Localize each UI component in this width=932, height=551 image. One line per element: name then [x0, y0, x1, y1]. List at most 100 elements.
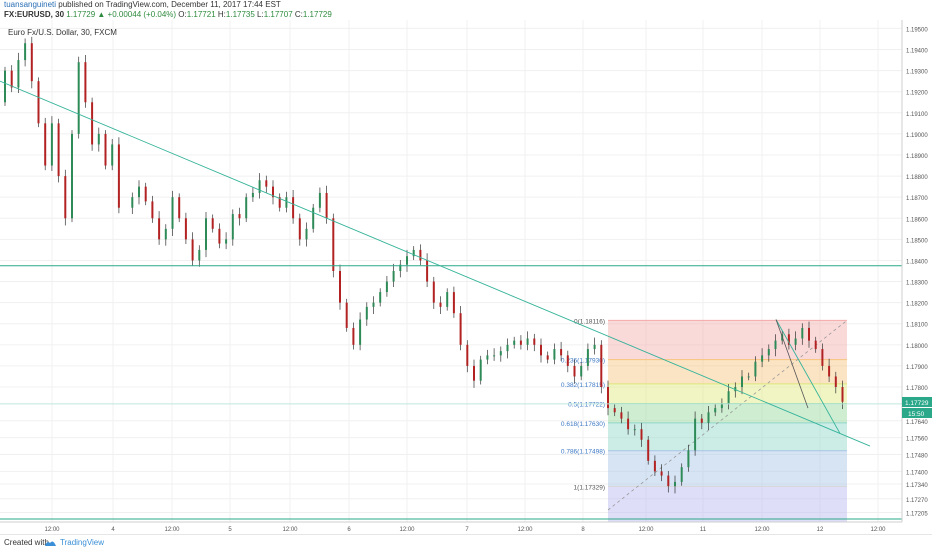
price-tick-label: 1.19500: [906, 27, 928, 33]
time-tick-label: 8: [581, 527, 585, 533]
downtrend-line[interactable]: [0, 80, 871, 447]
candle-body: [519, 340, 522, 345]
price-tick-label: 1.18100: [906, 323, 928, 329]
fib-zone: [608, 486, 847, 522]
candle-body: [419, 249, 422, 261]
price-axis-bg: [902, 20, 932, 534]
low-value: 1.17707: [263, 10, 293, 19]
fib-zone: [608, 403, 847, 423]
time-tick-label: 12:00: [638, 527, 654, 533]
ohlc-line: FX:EURUSD, 30 1.17729 ▲ +0.00044 (+0.04%…: [4, 10, 332, 20]
candle-body: [540, 344, 542, 356]
candle-body: [392, 271, 395, 282]
countdown-tag: [902, 407, 932, 418]
candle-body: [318, 192, 321, 208]
candles: [4, 36, 844, 494]
candle-body: [506, 344, 509, 352]
fib-zone: [608, 383, 847, 404]
candle-body: [258, 180, 261, 193]
candle-body: [707, 412, 710, 423]
candle-body: [593, 344, 596, 350]
drawings[interactable]: [0, 80, 902, 520]
candle-body: [57, 123, 60, 177]
candle-body: [560, 349, 563, 356]
candle-body: [432, 281, 435, 303]
candle-body: [4, 70, 6, 103]
candle-body: [627, 418, 630, 430]
price-chart[interactable]: 0(1.18116) 0.236(1.17930) 0.382(1.17815) 0.…: [0, 20, 932, 534]
fibonacci-retracement[interactable]: 0(1.18116) 0.236(1.17930) 0.382(1.17815) 0.…: [561, 318, 848, 522]
candle-body: [191, 239, 194, 261]
candle-body: [71, 133, 73, 219]
candle-body: [486, 355, 489, 360]
price-tick-label: 1.17270: [906, 498, 928, 504]
candle-body: [647, 439, 650, 461]
candle-body: [399, 264, 402, 271]
price-tick-label: 1.19300: [906, 70, 928, 76]
candle-body: [372, 302, 375, 307]
time-tick-label: 12:00: [399, 527, 415, 533]
candle-body: [580, 365, 583, 377]
candle-body: [586, 349, 589, 366]
candle-body: [640, 429, 643, 440]
candle-body: [198, 249, 201, 261]
candle-body: [546, 355, 549, 360]
candle-body: [714, 408, 717, 413]
candle-body: [352, 327, 355, 345]
price-tick-label: 1.17400: [906, 470, 928, 476]
author-link[interactable]: tuansanguineti: [4, 0, 57, 9]
candle-body: [761, 355, 764, 362]
candle-body: [245, 197, 248, 219]
time-tick-label: 12:00: [517, 527, 533, 533]
candle-body: [325, 192, 328, 219]
candle-body: [44, 123, 47, 166]
candle-body: [77, 62, 80, 134]
candle-body: [607, 387, 609, 409]
candle-body: [171, 197, 174, 229]
candle-body: [794, 338, 797, 345]
price-tick-label: 1.17640: [906, 420, 928, 426]
candle-body: [499, 351, 502, 356]
candle-body: [426, 260, 429, 282]
candle-body: [278, 197, 281, 208]
candle-body: [566, 355, 569, 366]
candle-body: [339, 271, 341, 303]
candle-body: [225, 239, 228, 244]
grid: [0, 20, 902, 522]
candle-body: [332, 218, 335, 271]
candle-body: [10, 70, 13, 88]
countdown-tag-text: 15:50: [908, 411, 925, 418]
price-tick-label: 1.18700: [906, 196, 928, 202]
candle-body: [633, 429, 636, 431]
price-tick-label: 1.19100: [906, 112, 928, 118]
short-trend-line[interactable]: [775, 319, 841, 434]
candle-body: [97, 133, 100, 145]
price-tick-label: 1.18200: [906, 302, 928, 308]
candle-body: [613, 408, 616, 413]
publish-line: tuansanguineti published on TradingView.…: [4, 0, 281, 10]
price-axis[interactable]: 1.19500 1.19400 1.19300 1.19200 1.19100 1.190…: [901, 20, 932, 534]
candle-body: [298, 218, 301, 240]
time-axis[interactable]: 12:00 4 12:00 5 12:00 6 12:00 7 12:00 8 12:00 11 12:…: [0, 521, 902, 533]
candle-body: [111, 144, 114, 166]
time-tick-label: 12:00: [44, 527, 60, 533]
candle-body: [841, 387, 844, 402]
symbol-label: FX:EURUSD, 30: [4, 10, 65, 19]
tradingview-brand[interactable]: TradingView: [60, 538, 105, 547]
price-tick-label: 1.19400: [906, 49, 928, 55]
price-tick-label: 1.17205: [906, 512, 928, 518]
candle-body: [131, 197, 134, 208]
candle-body: [178, 197, 181, 219]
price-tick-label: 1.18800: [906, 175, 928, 181]
price-tick-label: 1.19000: [906, 133, 928, 139]
time-tick-label: 12:00: [754, 527, 770, 533]
fib-zone: [608, 450, 847, 487]
candle-body: [439, 302, 442, 307]
candle-body: [30, 43, 33, 82]
time-tick-label: 12:00: [164, 527, 180, 533]
fib-zone: [608, 359, 847, 384]
candle-body: [151, 201, 154, 219]
candle-body: [238, 214, 241, 219]
fib-level-label: 0.786(1.17498): [561, 449, 605, 456]
candle-body: [653, 460, 656, 472]
